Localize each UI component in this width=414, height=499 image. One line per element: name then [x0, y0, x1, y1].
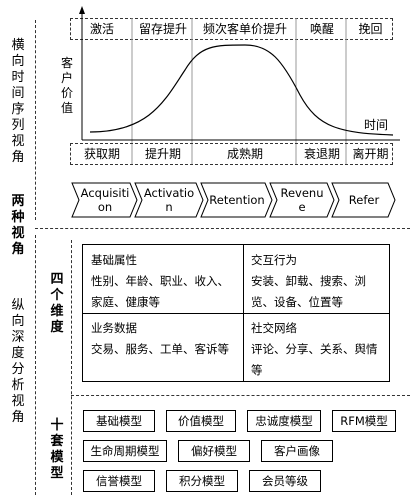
- dim-basic-body: 性别、年龄、职业、收入、家庭、健康等: [91, 274, 229, 309]
- model-points: 积分模型: [166, 470, 238, 492]
- dims-models-divider: [71, 395, 410, 396]
- top-stage-frequency-boost: 频次客单价提升: [202, 22, 287, 36]
- top-stage-retention-boost: 留存提升: [138, 22, 187, 36]
- stage-grow: 提升期: [144, 147, 181, 161]
- dim-interaction-body: 安装、卸载、搜索、浏览、设备、位置等: [251, 274, 366, 309]
- four-dimensions-label: 四个维度: [50, 272, 64, 335]
- stage-decline: 衰退期: [303, 147, 340, 161]
- bottom-stages-box: 获取期 提升期 成熟期 衰退期 离开期: [70, 143, 393, 165]
- dims-horizontal-split: [83, 313, 389, 314]
- chevron-revenue: [269, 182, 335, 218]
- ten-models-label: 十套模型: [50, 418, 64, 481]
- y-axis-label: 客户价值: [61, 56, 74, 115]
- model-preference: 偏好模型: [178, 440, 250, 462]
- dim-business-data: 业务数据 交易、服务、工单、客诉等: [83, 313, 243, 365]
- dim-social-title: 社交网络: [251, 321, 297, 335]
- horizontal-view-label: 横向时间序列视角: [11, 38, 25, 165]
- model-rfm: RFM模型: [332, 410, 396, 432]
- chevron-acquisition-label: Acquisition: [80, 186, 130, 214]
- dimensions-grid: 基础属性 性别、年龄、职业、收入、家庭、健康等 交互行为 安装、卸载、搜索、浏览…: [82, 244, 390, 382]
- chevron-refer-label: Refer: [348, 193, 380, 207]
- chevron-refer: [331, 182, 396, 218]
- dim-basic-title: 基础属性: [91, 253, 137, 267]
- dim-basic-attributes: 基础属性 性别、年龄、职业、收入、家庭、健康等: [83, 245, 243, 318]
- two-views-label: 两种视角: [11, 194, 25, 257]
- chevron-retention-label: Retention: [209, 193, 265, 207]
- chevron-retention: [200, 182, 273, 218]
- model-value: 价值模型: [166, 410, 236, 432]
- model-credit: 信誉模型: [83, 470, 155, 492]
- dim-social-body: 评论、分享、关系、舆情等: [251, 342, 378, 377]
- chevron-acquisition: [71, 182, 138, 218]
- chevron-activation: [134, 182, 204, 218]
- dim-interaction: 交互行为 安装、卸载、搜索、浏览、设备、位置等: [243, 245, 391, 318]
- top-stage-wake: 唤醒: [309, 22, 334, 36]
- left-divider-bottom: [35, 235, 36, 495]
- dim-interaction-title: 交互行为: [251, 253, 297, 267]
- inner-divider: [71, 240, 72, 495]
- model-membership: 会员等级: [249, 470, 321, 492]
- dim-business-title: 业务数据: [91, 321, 137, 335]
- x-axis-label: 时间: [364, 118, 389, 132]
- chevron-activation-label: Activation: [143, 186, 195, 214]
- y-axis-arrow: [79, 6, 85, 14]
- section-divider: [35, 228, 410, 229]
- vertical-view-label: 纵向深度分析视角: [11, 298, 25, 425]
- left-divider-top: [35, 20, 36, 220]
- stage-leave: 离开期: [352, 147, 389, 161]
- model-customer-profile: 客户画像: [261, 440, 333, 462]
- top-stage-activate: 激活: [89, 22, 114, 36]
- top-stage-winback: 挽回: [358, 22, 383, 36]
- dim-business-body: 交易、服务、工单、客诉等: [91, 342, 229, 356]
- dim-social-network: 社交网络 评论、分享、关系、舆情等: [243, 313, 391, 386]
- top-stages-box: 激活 留存提升 频次客单价提升 唤醒 挽回: [70, 18, 393, 40]
- model-lifecycle: 生命周期模型: [83, 440, 167, 462]
- model-basic: 基础模型: [83, 410, 155, 432]
- stage-acquire: 获取期: [83, 147, 120, 161]
- value-curve: [89, 44, 394, 136]
- stage-mature: 成熟期: [226, 147, 263, 161]
- model-loyalty: 忠诚度模型: [247, 410, 321, 432]
- chevron-revenue-label: Revenue: [280, 186, 324, 214]
